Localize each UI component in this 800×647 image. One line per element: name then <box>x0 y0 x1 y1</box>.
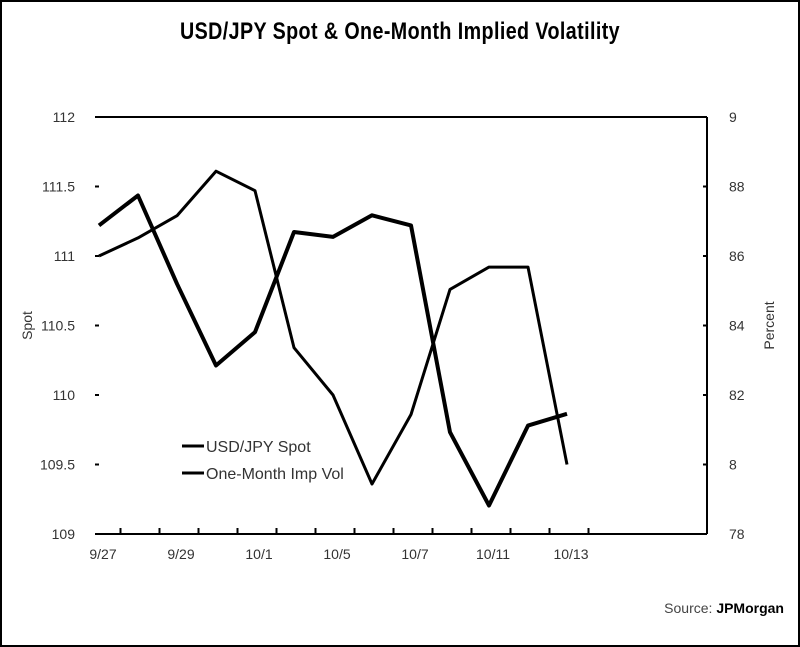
y-tick-label: 112 <box>53 109 76 125</box>
y2-tick-label: 88 <box>729 179 745 195</box>
chart-title: USD/JPY Spot & One-Month Implied Volatil… <box>179 18 621 45</box>
series-line-0 <box>98 169 569 486</box>
x-tick-label: 10/13 <box>553 546 588 562</box>
x-tick-label: 9/29 <box>167 546 194 562</box>
y-axis-label: Spot <box>19 311 35 340</box>
x-tick-label: 10/1 <box>245 546 272 562</box>
y-tick-label: 111 <box>54 248 75 264</box>
series-line-1 <box>97 193 568 508</box>
y2-tick-label: 82 <box>729 387 745 403</box>
x-tick-label: 10/5 <box>323 546 350 562</box>
y-tick-label: 109.5 <box>40 457 75 473</box>
y2-tick-label: 86 <box>729 248 745 264</box>
y2-tick-label: 8 <box>729 457 737 473</box>
y-tick-label: 109 <box>52 526 76 542</box>
source-note: Source: JPMorgan <box>664 600 784 616</box>
y2-axis-label: Percent <box>761 301 777 349</box>
legend-label: One-Month Imp Vol <box>206 466 344 483</box>
y-tick-label: 111.5 <box>42 179 75 195</box>
x-tick-label: 9/27 <box>89 546 116 562</box>
y2-tick-label: 78 <box>729 526 745 542</box>
source-brand: JPMorgan <box>716 600 784 616</box>
y-tick-label: 110 <box>53 387 76 403</box>
y-tick-label: 110.5 <box>41 318 75 334</box>
y2-tick-label: 84 <box>729 318 745 334</box>
source-prefix: Source: <box>664 600 713 616</box>
legend-label: USD/JPY Spot <box>206 439 311 456</box>
x-tick-label: 10/7 <box>401 546 428 562</box>
y2-tick-label: 9 <box>729 109 737 125</box>
x-tick-label: 10/11 <box>476 546 510 562</box>
